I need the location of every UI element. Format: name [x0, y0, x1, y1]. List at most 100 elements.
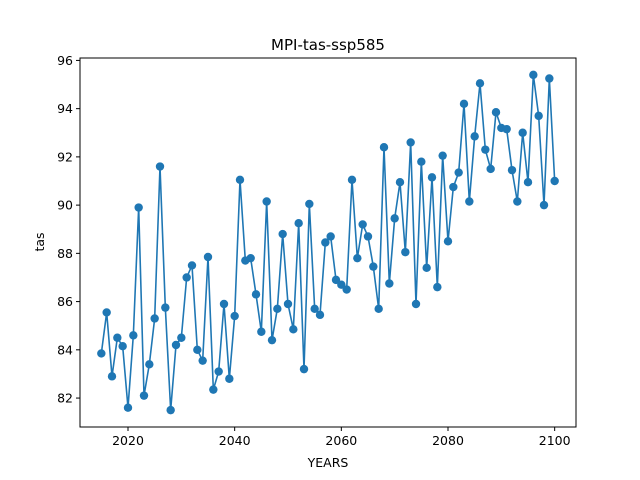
- data-point: [273, 304, 282, 314]
- data-point: [369, 262, 378, 271]
- data-point: [363, 232, 373, 241]
- data-point: [123, 403, 133, 412]
- data-point: [193, 345, 202, 355]
- data-point: [209, 385, 218, 394]
- data-point: [129, 331, 138, 340]
- data-point: [454, 168, 463, 177]
- x-tick-label: 2020: [112, 433, 144, 448]
- data-point: [486, 164, 495, 174]
- data-point: [118, 342, 127, 351]
- data-point: [187, 261, 197, 270]
- data-point: [481, 145, 490, 154]
- data-point: [411, 299, 421, 309]
- data-point: [161, 303, 170, 312]
- data-point: [203, 252, 213, 262]
- data-point: [390, 214, 399, 223]
- data-point: [246, 253, 255, 263]
- data-point: [529, 70, 538, 80]
- chart-title: MPI-tas-ssp585: [271, 36, 385, 54]
- plot-area: [97, 70, 559, 415]
- data-point: [113, 333, 122, 342]
- data-point: [374, 304, 383, 314]
- y-axis: 82 84 86 88 90 92 94 96: [57, 53, 80, 406]
- data-point: [347, 175, 357, 184]
- data-point: [219, 299, 229, 309]
- data-point: [321, 238, 330, 247]
- x-tick-label: 2060: [325, 433, 357, 448]
- data-point: [443, 237, 453, 246]
- data-point: [337, 280, 346, 289]
- data-point: [358, 220, 367, 229]
- data-point: [459, 99, 469, 109]
- data-point: [433, 282, 442, 292]
- data-point: [315, 310, 325, 320]
- data-point: [134, 203, 143, 212]
- data-point: [342, 285, 351, 294]
- data-point: [550, 176, 559, 186]
- data-point: [97, 349, 106, 358]
- data-point: [257, 327, 266, 336]
- y-tick-label: 82: [57, 391, 73, 406]
- data-point: [305, 199, 314, 209]
- data-point: [139, 391, 149, 400]
- data-point: [166, 405, 175, 415]
- data-point: [299, 364, 309, 374]
- data-point: [502, 124, 511, 134]
- data-point: [177, 333, 186, 342]
- data-point: [283, 299, 293, 309]
- y-axis-label: tas: [32, 232, 47, 251]
- x-tick-label: 2040: [219, 433, 251, 448]
- data-point: [267, 335, 277, 345]
- y-tick-label: 84: [57, 342, 73, 357]
- data-point: [214, 367, 223, 376]
- data-point: [102, 308, 111, 317]
- data-point: [379, 143, 389, 152]
- y-tick-label: 92: [57, 149, 73, 164]
- data-point: [171, 340, 181, 350]
- data-point: [470, 132, 479, 141]
- data-point: [262, 197, 271, 206]
- x-axis-label: YEARS: [307, 455, 349, 470]
- data-point: [422, 263, 431, 273]
- data-point: [225, 374, 234, 383]
- data-point: [401, 247, 410, 257]
- y-tick-label: 96: [57, 53, 73, 68]
- data-point: [145, 360, 154, 369]
- y-tick-label: 90: [57, 198, 73, 213]
- data-point: [395, 178, 405, 187]
- data-point: [417, 157, 426, 166]
- data-point: [235, 175, 245, 184]
- data-point: [475, 79, 485, 88]
- data-point: [326, 232, 335, 241]
- y-tick-label: 88: [57, 246, 73, 261]
- data-point: [155, 162, 165, 171]
- data-point: [513, 197, 522, 206]
- data-point: [331, 275, 341, 285]
- y-tick-label: 86: [57, 294, 73, 309]
- data-point: [465, 197, 474, 206]
- data-point: [353, 253, 362, 263]
- x-tick-label: 2100: [539, 433, 571, 448]
- data-point: [289, 325, 298, 334]
- data-point: [406, 138, 415, 147]
- data-point: [107, 372, 117, 381]
- data-point: [449, 182, 458, 192]
- axes-frame: [79, 57, 577, 428]
- data-point: [438, 151, 447, 160]
- data-point: [518, 128, 527, 137]
- data-point: [539, 200, 549, 210]
- data-point: [230, 311, 239, 321]
- y-tick-label: 94: [57, 101, 73, 116]
- data-point: [523, 178, 533, 187]
- x-axis: 2020 2040 2060 2080 2100: [112, 427, 571, 448]
- data-point: [385, 279, 394, 288]
- data-point: [507, 165, 517, 175]
- data-point: [294, 219, 303, 228]
- data-point: [278, 229, 287, 239]
- x-tick-label: 2080: [432, 433, 464, 448]
- data-point: [182, 273, 191, 282]
- data-point: [198, 356, 207, 365]
- data-point: [534, 111, 543, 121]
- data-point: [310, 304, 319, 314]
